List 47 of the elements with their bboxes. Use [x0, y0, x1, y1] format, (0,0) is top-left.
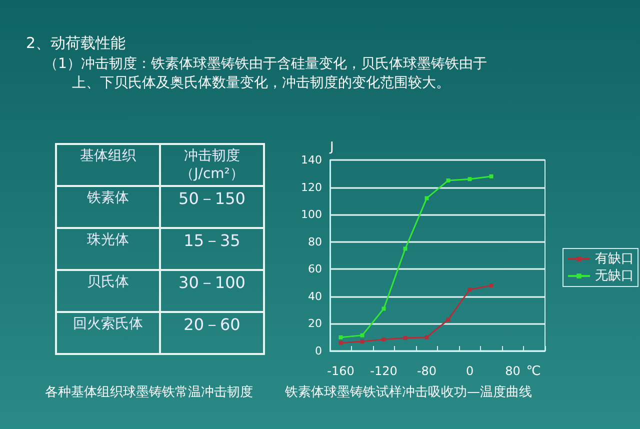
legend-label: 有缺口	[595, 252, 634, 266]
text: 各种基体组织球墨铸铁常温冲击韧度	[45, 384, 253, 401]
y-tick-label: 40	[308, 290, 322, 303]
text: 2、动荷载性能	[26, 34, 126, 53]
x-tick-label: 80	[505, 364, 520, 378]
point	[360, 339, 364, 344]
point	[446, 178, 450, 182]
y-tick-label: 0	[315, 344, 322, 358]
text: 铁素体球墨铸铁试样冲击吸收功—温度曲线	[285, 384, 532, 401]
text: 50－150	[178, 189, 246, 208]
category-label: 回火索氏体	[73, 316, 143, 332]
point	[338, 335, 343, 340]
category-label: 贝氏体	[87, 274, 129, 290]
y-tick-label: 80	[308, 235, 322, 248]
text: 30－100	[178, 273, 246, 292]
point	[446, 318, 450, 322]
point	[424, 335, 429, 340]
y-axis-title: J	[329, 140, 334, 155]
category-label: 冲击韧度（J/cm²）	[160, 144, 264, 186]
category-label: 基体组织	[56, 144, 160, 186]
point	[403, 336, 408, 340]
category-label: 铁素体	[87, 190, 129, 206]
point	[468, 288, 472, 292]
point	[382, 306, 386, 311]
point	[489, 174, 494, 178]
point	[360, 333, 364, 338]
point	[403, 246, 408, 251]
x-tick-label: -160	[327, 364, 354, 378]
category-label: 珠光体	[87, 232, 129, 248]
point	[489, 284, 494, 288]
point	[338, 340, 343, 345]
text: （1）冲击韧度：铁素体球墨铸铁由于含硅量变化，贝氏体球墨铸铁由于上、下贝氏体及奥氏体数量变化，冲击韧度的变化范围较大。	[43, 55, 488, 93]
text: 15－35	[184, 231, 240, 250]
text: 20－60	[184, 315, 240, 334]
point	[468, 177, 472, 182]
x-axis-title: ℃	[526, 364, 541, 379]
y-tick-label: 120	[301, 180, 322, 194]
x-tick-label: -120	[370, 364, 398, 378]
point	[424, 196, 429, 200]
legend-label: 无缺口	[595, 268, 634, 284]
x-tick-label: 0	[466, 364, 474, 378]
y-tick-label: 20	[308, 317, 322, 330]
y-tick-label: 60	[308, 262, 322, 276]
y-tick-label: 140	[301, 154, 322, 166]
point	[382, 337, 386, 342]
x-tick-label: -80	[416, 364, 437, 378]
y-tick-label: 100	[301, 208, 322, 222]
